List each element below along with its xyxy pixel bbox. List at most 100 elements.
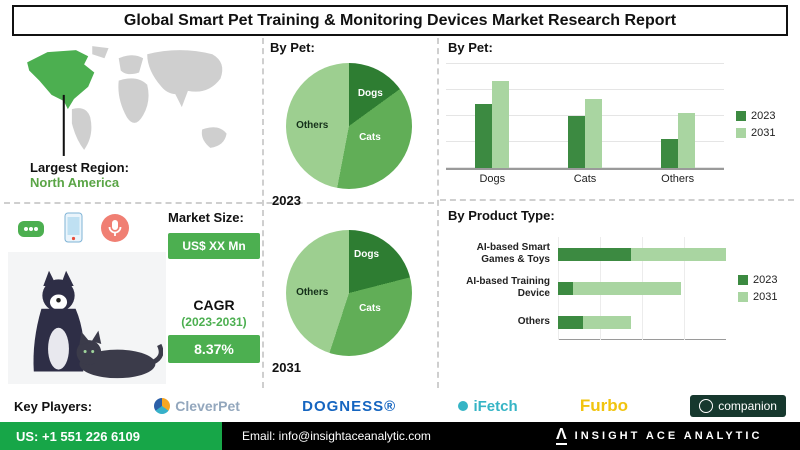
legend-swatch-2023	[736, 110, 746, 121]
market-size-label: Market Size:	[168, 210, 244, 225]
by-pet-legend: 2023 2031	[736, 110, 775, 139]
player-cleverpet-logo: CleverPet	[154, 398, 240, 414]
map-south-america	[71, 108, 92, 150]
product-type-chart: AI-based Smart Games & Toys AI-based Trai…	[446, 237, 726, 340]
bar-2031-cats	[584, 98, 602, 168]
pie-2031	[286, 230, 412, 356]
legend-item-2031: 2031	[736, 127, 775, 139]
bar-segment-2023	[558, 315, 584, 329]
bar-segment-2023	[558, 247, 631, 261]
map-africa	[118, 78, 149, 123]
key-players-label: Key Players:	[14, 398, 93, 414]
divider-horizontal-left	[4, 202, 434, 204]
bypet-plot	[446, 63, 724, 170]
product-row: Others	[446, 305, 726, 339]
product-category-label: Others	[517, 316, 550, 327]
player-companion-logo: companion	[690, 395, 786, 417]
cleverpet-icon	[154, 398, 171, 414]
pie-2023	[286, 63, 412, 189]
brand-block: Λ INSIGHT ACE ANALYTIC	[544, 422, 800, 450]
product-bar-track	[558, 315, 726, 329]
legend-item-2023: 2023	[738, 274, 777, 286]
divider-horizontal-right	[440, 199, 794, 201]
map-europe	[118, 55, 144, 75]
product-bar-track	[558, 247, 726, 261]
player-ifetch-logo: iFetch	[458, 397, 518, 415]
bar-segment-2031	[583, 315, 631, 329]
bar-group-cats	[567, 64, 602, 168]
bar-2031-dogs	[492, 81, 510, 168]
world-map-block: Largest Region: North America	[12, 42, 258, 200]
map-australia	[201, 127, 227, 148]
cagr-period: (2023-2031)	[181, 315, 247, 329]
pie-2031-label-others: Others	[296, 286, 329, 298]
pie-2023-label-cats: Cats	[359, 132, 381, 144]
smart-collar-icon	[18, 221, 44, 237]
legend-label-2023: 2023	[753, 274, 778, 286]
brand-name: INSIGHT ACE ANALYTIC	[574, 430, 763, 442]
bar-segment-2031	[573, 281, 682, 295]
pie-2023-label-dogs: Dogs	[357, 88, 383, 100]
by-pet-bar-chart-section: By Pet: Dogs Cats Others 2023 2031	[446, 40, 794, 196]
by-pet-bar-heading: By Pet:	[448, 40, 493, 55]
legend-swatch-2023	[738, 275, 748, 285]
pie-2031-year-caption: 2031	[272, 360, 301, 375]
pie-2023-label-others: Others	[296, 119, 329, 131]
largest-region-label: Largest Region:	[30, 160, 129, 175]
dogness-name: DOGNESS®	[302, 397, 397, 415]
bar-2023-cats	[567, 116, 585, 168]
phone-app-icon	[64, 212, 83, 243]
product-rows: AI-based Smart Games & Toys AI-based Trai…	[446, 237, 726, 339]
bar-2023-others	[660, 139, 678, 168]
pie-2031-label-cats: Cats	[359, 303, 381, 315]
player-dogness-logo: DOGNESS®	[302, 398, 396, 415]
category-label-cats: Cats	[573, 173, 597, 185]
pie-chart-2023: Dogs Cats Others	[286, 63, 412, 189]
device-icons-row	[14, 212, 164, 244]
market-size-value-badge: US$ XX Mn	[168, 233, 260, 259]
microphone-icon	[101, 214, 129, 242]
email-contact[interactable]: Email: info@insightaceanalytic.com	[222, 422, 544, 450]
pie-2031-label-dogs: Dogs	[354, 248, 380, 260]
ifetch-paw-icon	[458, 401, 469, 411]
cagr-value-badge: 8.37%	[168, 335, 260, 363]
product-type-legend: 2023 2031	[738, 274, 777, 303]
bar-group-dogs	[475, 64, 510, 168]
bar-segment-2023	[558, 281, 574, 295]
dog-and-cat-illustration	[33, 270, 163, 379]
map-greenland	[92, 46, 109, 59]
legend-label-2031: 2031	[753, 291, 778, 303]
ifetch-name: iFetch	[473, 397, 518, 415]
product-category-label: AI-based Smart Games & Toys	[476, 242, 550, 265]
insightace-logo-icon: Λ	[556, 426, 567, 445]
category-label-others: Others	[661, 173, 695, 185]
product-row: AI-based Smart Games & Toys	[446, 237, 726, 271]
companion-name: companion	[718, 399, 777, 413]
pie-2023-year-caption: 2023	[272, 193, 301, 208]
largest-region-value: North America	[30, 175, 120, 190]
bypet-categories: Dogs Cats Others	[446, 170, 724, 185]
world-map	[27, 46, 227, 156]
map-asia	[147, 50, 223, 95]
pie-chart-2031: Dogs Cats Others	[286, 230, 412, 356]
player-furbo-logo: Furbo	[580, 396, 628, 416]
map-india	[173, 90, 188, 108]
report-title: Global Smart Pet Training & Monitoring D…	[12, 5, 788, 36]
phone-contact: US: +1 551 226 6109	[0, 422, 222, 450]
by-pet-pie-heading: By Pet:	[270, 40, 315, 55]
by-pet-pies-section: By Pet: Dogs Cats Others 2023 Dogs Cats …	[268, 40, 432, 375]
legend-item-2031: 2031	[738, 291, 777, 303]
furbo-name: Furbo	[579, 396, 629, 415]
bar-2031-others	[677, 112, 695, 168]
companion-icon	[699, 399, 714, 413]
product-bar-track	[558, 281, 726, 295]
by-product-type-heading: By Product Type:	[448, 208, 555, 223]
key-players-strip: Key Players: CleverPet DOGNESS® iFetch F…	[0, 390, 800, 422]
by-pet-bar-chart: Dogs Cats Others	[446, 63, 724, 185]
legend-label-2031: 2031	[751, 126, 776, 139]
product-category-label: AI-based Training Device	[466, 276, 550, 299]
divider-vertical-left	[262, 38, 264, 388]
dog-illustration	[33, 270, 85, 372]
legend-label-2023: 2023	[751, 109, 776, 122]
